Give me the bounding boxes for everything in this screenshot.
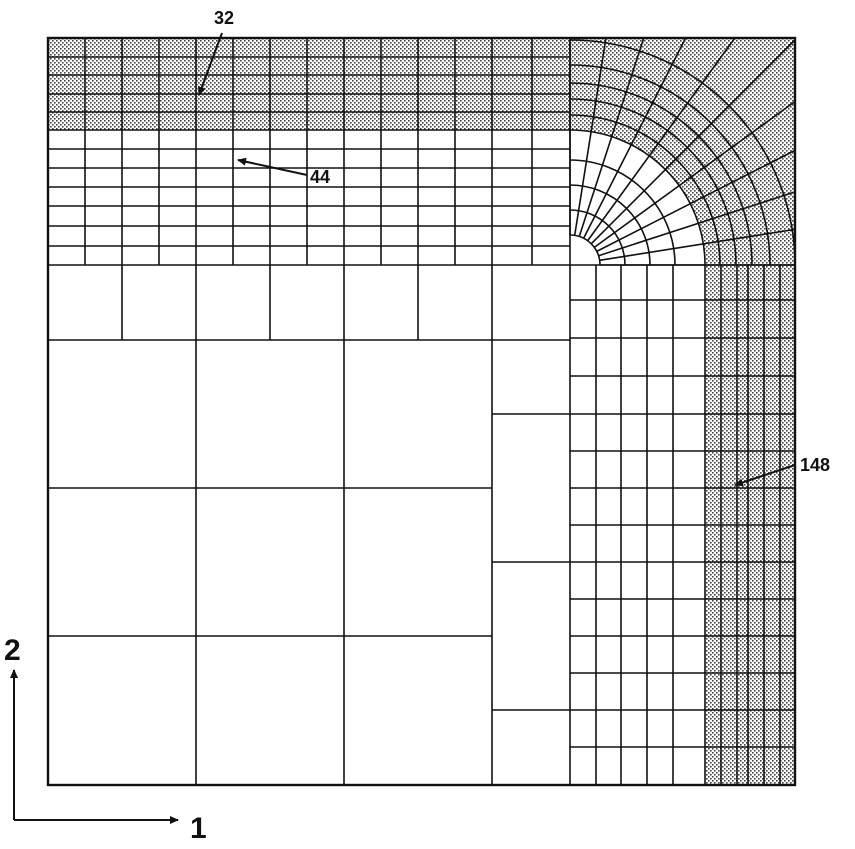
mesh-line-58 [582, 37, 687, 239]
mesh-line-61 [593, 100, 796, 249]
leader-148 [734, 464, 796, 487]
leader-32 [198, 32, 223, 96]
mesh-lines [47, 37, 796, 786]
ref-label-32: 32 [214, 8, 234, 28]
leader-44 [237, 157, 308, 176]
mesh-line-60 [590, 39, 796, 245]
callout-leaders [198, 32, 796, 487]
mesh-line-57 [578, 37, 645, 237]
mesh-line-56 [573, 37, 607, 236]
coordinate-axes [10, 669, 179, 824]
axis-label-1: 1 [190, 812, 207, 845]
ref-label-44: 44 [310, 167, 330, 187]
mesh-arc-30 [569, 234, 601, 266]
mesh-line-62 [596, 149, 796, 253]
domain-boundary [46, 36, 797, 787]
mesh-line-59 [586, 37, 736, 242]
axis-label-2: 2 [4, 634, 21, 667]
ref-label-148: 148 [800, 455, 830, 475]
mesh-line-63 [598, 191, 796, 257]
mesh-line-64 [599, 228, 796, 262]
